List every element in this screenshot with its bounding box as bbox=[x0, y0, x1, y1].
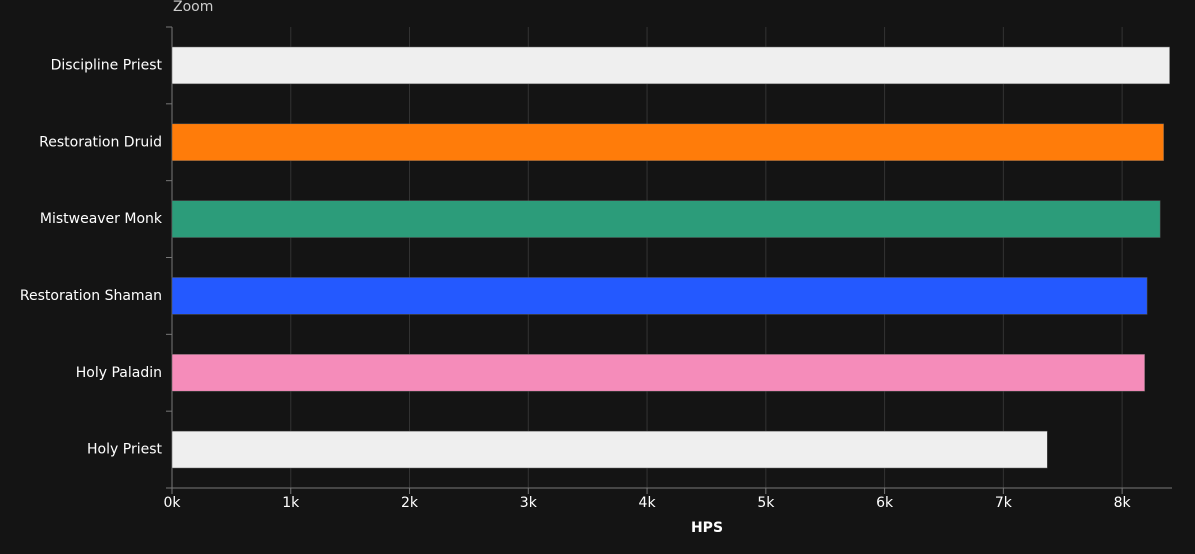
x-tick-label: 2k bbox=[401, 495, 419, 511]
x-tick-label: 1k bbox=[282, 495, 300, 511]
bar bbox=[171, 123, 1164, 161]
y-tick-label: Restoration Shaman bbox=[20, 288, 162, 304]
x-tick-label: 6k bbox=[876, 495, 894, 511]
zoom-label[interactable]: Zoom bbox=[173, 0, 213, 15]
x-tick-label: 0k bbox=[163, 495, 181, 511]
x-tick-label: 5k bbox=[757, 495, 775, 511]
y-tick-label: Discipline Priest bbox=[51, 57, 163, 73]
x-tick-label: 7k bbox=[995, 495, 1013, 511]
x-tick-label: 3k bbox=[520, 495, 538, 511]
y-tick-label: Mistweaver Monk bbox=[40, 211, 163, 227]
x-tick-label: 8k bbox=[1114, 495, 1132, 511]
y-tick-label: Restoration Druid bbox=[39, 134, 162, 150]
bar bbox=[171, 277, 1148, 315]
bar bbox=[171, 430, 1048, 469]
x-axis-title: HPS bbox=[691, 520, 723, 536]
bar bbox=[171, 46, 1170, 85]
x-tick-label: 4k bbox=[639, 495, 657, 511]
y-tick-label: Holy Paladin bbox=[76, 365, 162, 381]
bar bbox=[171, 200, 1161, 238]
y-tick-label: Holy Priest bbox=[87, 442, 162, 458]
bar bbox=[171, 354, 1145, 392]
